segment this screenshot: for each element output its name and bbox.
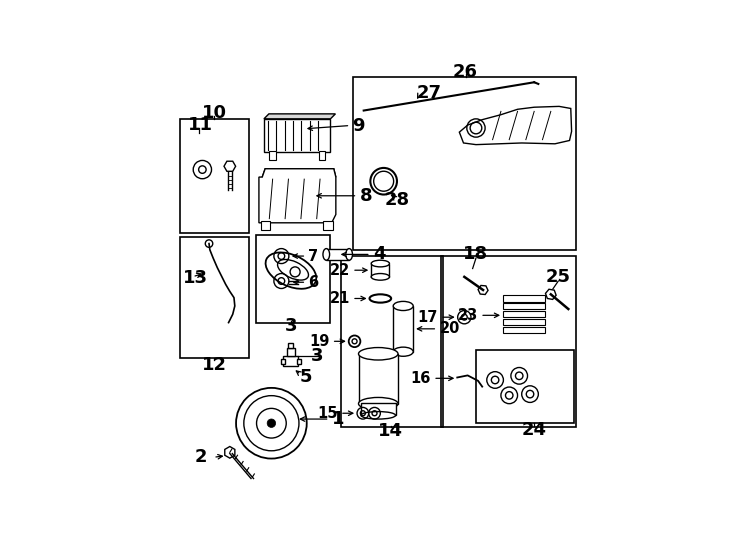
Bar: [281, 359, 285, 364]
Polygon shape: [459, 106, 572, 145]
Bar: [353, 77, 575, 250]
Text: 12: 12: [202, 356, 227, 374]
Text: 9: 9: [352, 117, 365, 134]
Bar: [261, 221, 270, 230]
Ellipse shape: [371, 274, 390, 280]
Bar: [371, 264, 390, 277]
Bar: [503, 319, 545, 325]
Bar: [361, 403, 396, 415]
Ellipse shape: [393, 301, 413, 310]
Text: 11: 11: [188, 116, 214, 134]
Bar: [255, 235, 330, 322]
Bar: [503, 295, 545, 301]
Bar: [297, 359, 301, 364]
Polygon shape: [545, 289, 556, 299]
Ellipse shape: [346, 248, 352, 260]
Bar: [503, 327, 545, 333]
Bar: [393, 306, 413, 352]
Text: 25: 25: [546, 268, 571, 286]
Text: 18: 18: [463, 245, 489, 263]
Polygon shape: [259, 168, 336, 223]
Text: 22: 22: [330, 262, 350, 278]
Text: 10: 10: [202, 104, 227, 123]
Text: 3: 3: [285, 316, 297, 334]
Ellipse shape: [361, 411, 396, 419]
Polygon shape: [264, 114, 335, 119]
Ellipse shape: [371, 260, 390, 267]
Text: 14: 14: [378, 422, 403, 440]
Bar: [358, 354, 398, 404]
Circle shape: [267, 419, 276, 428]
Text: 19: 19: [309, 334, 330, 349]
Text: 28: 28: [385, 191, 410, 210]
Text: 5: 5: [300, 368, 313, 387]
Bar: [269, 151, 275, 160]
Polygon shape: [224, 161, 236, 171]
Text: 26: 26: [453, 63, 478, 81]
Text: 20: 20: [440, 321, 459, 336]
Ellipse shape: [393, 347, 413, 356]
Ellipse shape: [323, 248, 330, 260]
Bar: [341, 256, 443, 427]
Polygon shape: [225, 447, 235, 458]
Bar: [503, 303, 545, 309]
Circle shape: [206, 240, 213, 247]
Text: 4: 4: [373, 245, 385, 264]
Bar: [264, 119, 330, 152]
Bar: [287, 348, 295, 356]
Text: 23: 23: [458, 308, 478, 323]
Text: 6: 6: [308, 275, 319, 290]
Text: 2: 2: [195, 448, 207, 467]
Ellipse shape: [358, 397, 398, 410]
Text: 7: 7: [308, 248, 319, 264]
Bar: [476, 350, 574, 423]
Bar: [324, 221, 333, 230]
Text: 15: 15: [317, 406, 338, 421]
Polygon shape: [262, 168, 336, 177]
Text: 1: 1: [332, 410, 344, 428]
Text: 17: 17: [418, 310, 438, 325]
Text: 13: 13: [183, 269, 208, 287]
Bar: [180, 119, 250, 233]
Ellipse shape: [358, 348, 398, 360]
Text: 21: 21: [330, 291, 350, 306]
Bar: [327, 248, 349, 260]
Text: 27: 27: [417, 84, 442, 102]
Text: 16: 16: [411, 371, 431, 386]
Text: 8: 8: [360, 187, 372, 205]
Bar: [319, 151, 325, 160]
Text: 3: 3: [311, 347, 324, 365]
Bar: [288, 343, 294, 348]
Text: 24: 24: [522, 421, 547, 439]
Bar: [503, 311, 545, 318]
Bar: [283, 356, 299, 366]
Bar: [440, 256, 575, 427]
Bar: [180, 238, 250, 358]
Polygon shape: [478, 286, 488, 294]
